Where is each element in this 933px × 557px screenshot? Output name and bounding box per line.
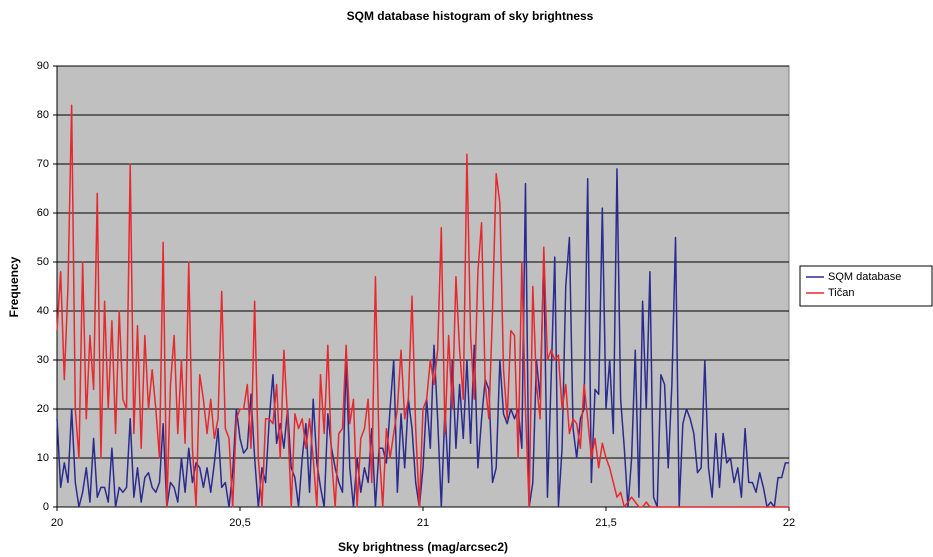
y-tick-label: 60 bbox=[37, 207, 49, 219]
y-tick-label: 70 bbox=[37, 158, 49, 170]
y-axis-label: Frequency bbox=[7, 256, 21, 317]
y-tick-label: 20 bbox=[37, 403, 49, 415]
plot-area bbox=[56, 65, 790, 508]
series-line bbox=[56, 104, 789, 508]
y-tick-label: 40 bbox=[37, 305, 49, 317]
y-tick-label: 30 bbox=[37, 354, 49, 366]
x-tick-label: 20 bbox=[51, 517, 63, 529]
x-tick-label: 21,5 bbox=[595, 517, 616, 529]
y-tick-label: 90 bbox=[37, 60, 49, 72]
x-tick-label: 20,5 bbox=[229, 517, 250, 529]
y-tick-label: 10 bbox=[37, 452, 49, 464]
x-axis-label: Sky brightness (mag/arcsec2) bbox=[338, 540, 508, 554]
y-tick-label: 80 bbox=[37, 109, 49, 121]
chart-title: SQM database histogram of sky brightness bbox=[347, 9, 594, 23]
y-tick-label: 0 bbox=[43, 501, 49, 513]
x-tick-label: 22 bbox=[783, 517, 795, 529]
legend-box bbox=[799, 265, 933, 307]
series-line bbox=[56, 168, 789, 508]
legend-label: SQM database bbox=[828, 271, 901, 283]
legend-label: Tičan bbox=[828, 287, 855, 299]
y-tick-label: 50 bbox=[37, 256, 49, 268]
x-tick-label: 21 bbox=[417, 517, 429, 529]
